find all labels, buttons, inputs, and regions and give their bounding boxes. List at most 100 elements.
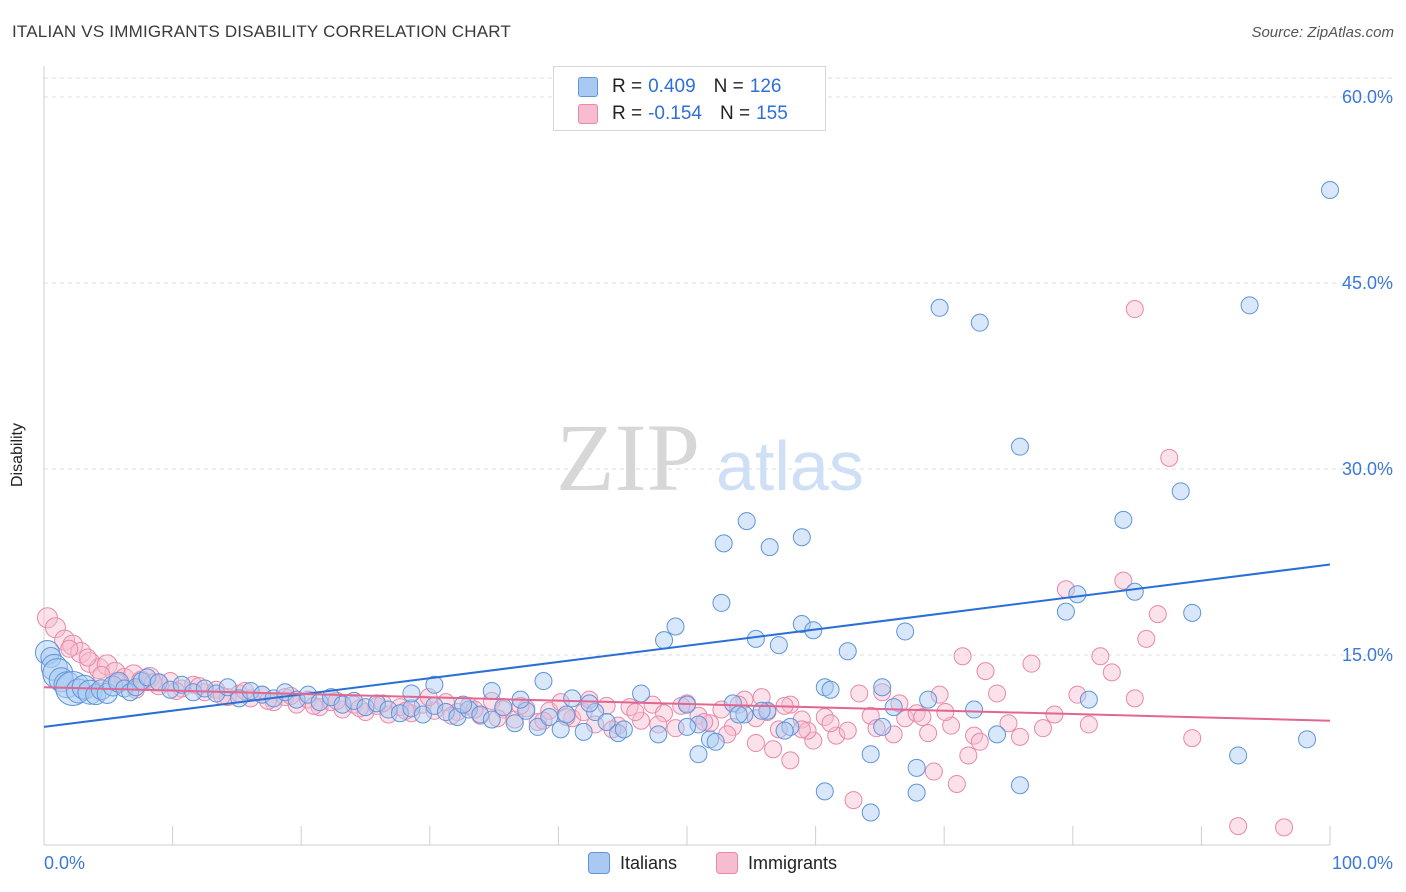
- immigrants-point: [999, 714, 1018, 733]
- immigrants-point: [919, 724, 938, 743]
- italians-point: [528, 717, 547, 736]
- italians-point: [746, 629, 765, 648]
- italians-point: [729, 705, 748, 724]
- legend-item-italians[interactable]: Italians: [588, 852, 677, 874]
- italians-point: [896, 622, 915, 641]
- italians-point: [557, 705, 576, 724]
- immigrants-point: [1148, 605, 1167, 624]
- immigrants-point: [632, 711, 651, 730]
- italians-point: [965, 700, 984, 719]
- italians-point: [1183, 603, 1202, 622]
- italians-point: [815, 782, 834, 801]
- italians-point: [425, 675, 444, 694]
- italians-point: [505, 714, 524, 733]
- immigrants-point: [655, 704, 674, 723]
- immigrants-point: [528, 712, 547, 731]
- italians-point: [1068, 585, 1087, 604]
- italians-point: [678, 717, 696, 736]
- italians-point: [614, 720, 633, 739]
- italians-point: [534, 672, 553, 691]
- italians-point: [1298, 730, 1317, 749]
- immigrants-point: [1079, 715, 1098, 734]
- n-label: N =: [713, 76, 744, 97]
- italians-point: [1171, 482, 1190, 501]
- immigrants-point: [235, 681, 254, 700]
- italians-point: [482, 710, 501, 729]
- immigrants-point: [976, 662, 995, 681]
- immigrants-point: [873, 683, 892, 702]
- immigrants-point: [781, 695, 800, 714]
- italians-point: [563, 689, 582, 708]
- immigrants-point: [1010, 727, 1029, 746]
- immigrants-point: [769, 720, 788, 739]
- immigrants-point: [970, 732, 989, 751]
- italians-point: [760, 538, 779, 557]
- immigrants-point: [626, 703, 645, 722]
- immigrants-point: [936, 703, 955, 722]
- italians-point: [121, 683, 140, 702]
- italians-point: [792, 615, 811, 633]
- legend-item-immigrants[interactable]: Immigrants: [716, 852, 837, 874]
- italians-point: [907, 758, 926, 777]
- italians-point: [1010, 437, 1029, 456]
- immigrants-point: [884, 725, 903, 744]
- italians-point: [1056, 602, 1075, 621]
- r-label: R =: [612, 76, 643, 97]
- italians-point: [138, 668, 157, 687]
- italians-point: [402, 684, 421, 703]
- italians-point: [379, 700, 398, 719]
- italians-point: [632, 684, 651, 703]
- immigrants-legend-swatch: [716, 852, 738, 874]
- immigrants-point: [924, 762, 943, 781]
- italians-point: [655, 631, 674, 650]
- italians-point: [884, 698, 903, 717]
- watermark-zip: ZIP: [556, 404, 700, 511]
- immigrants-point: [746, 709, 765, 728]
- immigrants-legend-label: Immigrants: [748, 852, 838, 873]
- immigrants-point: [850, 684, 869, 703]
- immigrants-point: [672, 696, 691, 715]
- immigrants-point: [959, 746, 978, 765]
- immigrants-point: [44, 617, 66, 639]
- italians-point: [689, 715, 708, 734]
- italians-point: [436, 703, 455, 722]
- r-value: -0.154: [648, 103, 702, 124]
- italians-point: [1010, 776, 1029, 795]
- italians-point: [482, 681, 501, 700]
- italians-point: [689, 745, 708, 764]
- italians-point: [712, 593, 731, 612]
- immigrants-point: [930, 685, 949, 704]
- italians-legend-swatch: [588, 852, 610, 874]
- immigrants-point: [60, 639, 79, 658]
- tick-labels: 15.0% 30.0% 45.0% 60.0% 0.0% 100.0%: [44, 87, 1393, 873]
- y-axis-label: Disability: [9, 422, 26, 488]
- y-tick-label: 45.0%: [1342, 273, 1393, 293]
- italians-trendline: [43, 563, 1331, 728]
- italians-point: [356, 698, 375, 717]
- italians-point: [873, 717, 892, 736]
- immigrants-point: [746, 734, 765, 753]
- immigrants-point: [488, 709, 507, 728]
- correlation-legend: R = 0.409 N = 126 R = -0.154 N = 155: [553, 66, 826, 131]
- italians-point: [737, 512, 756, 531]
- italians-point: [1229, 746, 1248, 765]
- immigrants-points: [36, 300, 1294, 837]
- immigrants-point: [1091, 647, 1110, 666]
- immigrants-point: [413, 695, 432, 714]
- italians-point: [494, 698, 513, 717]
- immigrants-point: [379, 705, 398, 724]
- italians-point: [195, 679, 214, 698]
- chart-title: ITALIAN VS IMMIGRANTS DISABILITY CORRELA…: [12, 22, 511, 41]
- immigrants-point: [1229, 817, 1248, 836]
- italians-point: [1079, 690, 1098, 709]
- r-value: 0.409: [648, 76, 696, 97]
- italians-point: [769, 636, 788, 655]
- italians-point: [970, 313, 989, 332]
- italians-point: [207, 684, 226, 703]
- immigrants-point: [1022, 654, 1041, 673]
- italians-swatch: [578, 77, 598, 97]
- immigrants-point: [942, 716, 961, 735]
- legend-row-italians: R = 0.409 N = 126: [578, 75, 781, 99]
- trend-lines: [43, 563, 1331, 728]
- immigrants-point: [310, 698, 329, 717]
